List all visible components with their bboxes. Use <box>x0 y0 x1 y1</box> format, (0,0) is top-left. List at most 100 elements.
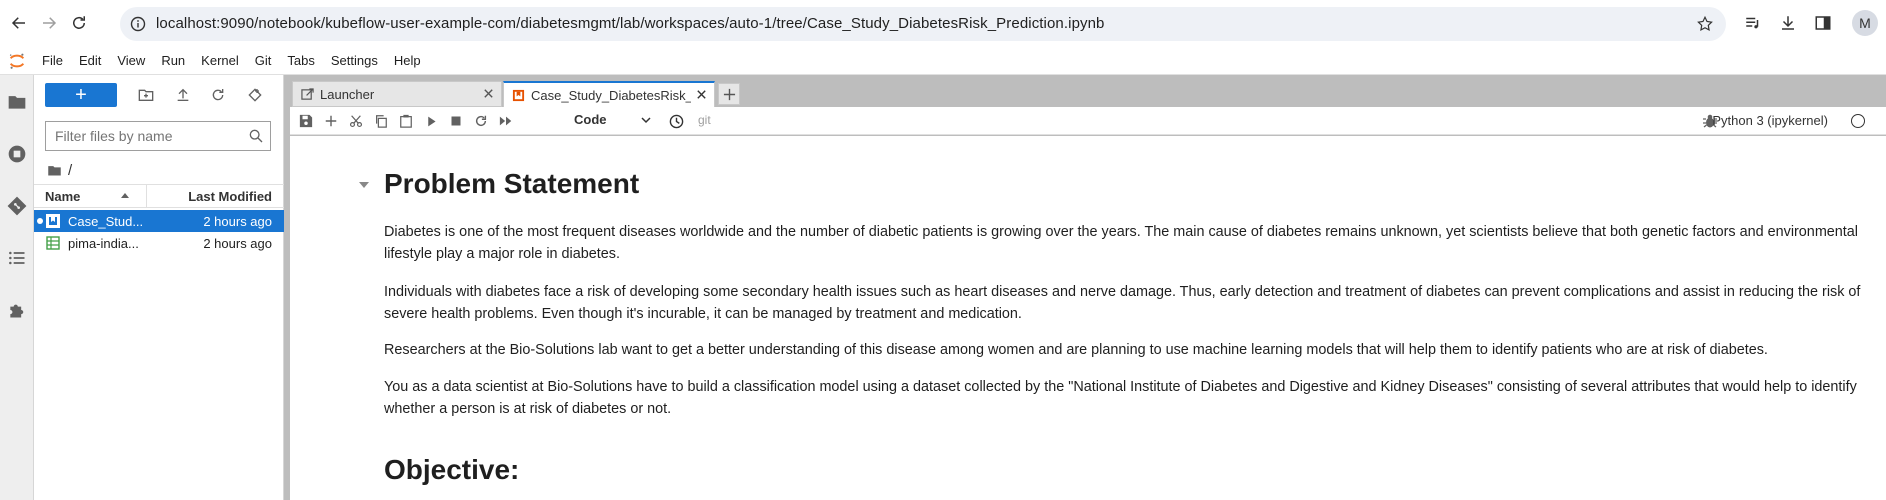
menu-edit[interactable]: Edit <box>78 53 102 68</box>
extension-manager-tab[interactable] <box>4 297 30 323</box>
menu-settings[interactable]: Settings <box>330 53 378 68</box>
arrow-left-icon <box>11 17 25 29</box>
chevron-down-icon <box>641 117 651 124</box>
profile-avatar[interactable]: M <box>1852 10 1878 36</box>
menu-run[interactable]: Run <box>161 53 186 68</box>
save-button[interactable] <box>298 113 314 129</box>
media-controls-button[interactable] <box>1742 12 1764 34</box>
copy-button[interactable] <box>373 113 389 129</box>
refresh-button[interactable] <box>209 86 227 104</box>
file-row-notebook[interactable]: Case_Stud... 2 hours ago <box>34 210 284 232</box>
menu-items: File Edit View Run Kernel Git Tabs Setti… <box>34 47 429 75</box>
save-icon <box>299 114 313 128</box>
fast-forward-icon <box>499 116 512 126</box>
side-panel-button[interactable] <box>1812 12 1834 34</box>
notebook-content: Problem Statement Diabetes is one of the… <box>290 136 1886 500</box>
git-clone-icon <box>248 88 262 102</box>
running-indicator <box>37 218 43 224</box>
new-tab-button[interactable] <box>718 83 740 105</box>
paragraph-2: Individuals with diabetes face a risk of… <box>384 284 1861 322</box>
tab-notebook[interactable]: Case_Study_DiabetesRisk_ <box>503 81 715 108</box>
back-button[interactable] <box>8 12 30 34</box>
table-of-contents-tab[interactable] <box>4 245 30 271</box>
folder-icon <box>8 96 26 109</box>
bookmark-star-icon[interactable] <box>1696 15 1714 33</box>
panel-splitter[interactable] <box>284 75 290 500</box>
clipboard-icon <box>400 114 412 128</box>
execution-time-button[interactable] <box>668 113 684 129</box>
git-clone-button[interactable] <box>246 86 264 104</box>
close-icon[interactable] <box>695 88 708 101</box>
running-sessions-tab[interactable] <box>4 141 30 167</box>
insert-cell-button[interactable] <box>323 113 339 129</box>
jupyter-menubar: File Edit View Run Kernel Git Tabs Setti… <box>0 47 1886 75</box>
restart-kernel-button[interactable] <box>473 113 489 129</box>
column-modified-header[interactable]: Last Modified <box>188 189 272 204</box>
play-icon <box>427 116 436 126</box>
file-browser-panel: + / Name Last Modified Case_Stud... 2 ho… <box>34 75 284 500</box>
paragraph-3: Researchers at the Bio-Solutions lab wan… <box>384 342 1768 358</box>
git-tab[interactable] <box>4 193 30 219</box>
browser-toolbar: localhost:9090/notebook/kubeflow-user-ex… <box>0 0 1886 47</box>
notebook-icon <box>512 89 525 102</box>
tab-label: Launcher <box>320 87 375 102</box>
plus-icon <box>325 115 337 127</box>
file-name: Case_Stud... <box>68 214 144 229</box>
file-browser-toolbar: + <box>34 83 284 107</box>
new-launcher-button[interactable]: + <box>45 83 117 107</box>
side-panel-icon <box>1815 16 1831 30</box>
menu-help[interactable]: Help <box>393 53 421 68</box>
upload-icon <box>177 88 189 101</box>
menu-git[interactable]: Git <box>254 53 272 68</box>
restart-icon <box>475 115 487 127</box>
reload-icon <box>73 16 85 29</box>
paste-button[interactable] <box>398 113 414 129</box>
menu-kernel[interactable]: Kernel <box>201 53 239 68</box>
download-icon <box>1782 16 1794 30</box>
upload-button[interactable] <box>174 86 192 104</box>
address-bar[interactable]: localhost:9090/notebook/kubeflow-user-ex… <box>120 7 1726 41</box>
folder-icon[interactable] <box>47 163 62 178</box>
plus-icon <box>723 88 735 100</box>
menu-file[interactable]: File <box>42 53 63 68</box>
restart-run-all-button[interactable] <box>498 113 514 129</box>
file-browser-tab[interactable] <box>4 89 30 115</box>
playlist-icon <box>1746 17 1759 29</box>
file-modified: 2 hours ago <box>203 214 272 229</box>
git-icon <box>7 196 27 216</box>
filter-files-input[interactable] <box>46 122 246 150</box>
forward-button[interactable] <box>38 12 60 34</box>
sort-ascending-icon <box>121 193 129 198</box>
search-icon <box>249 129 263 143</box>
interrupt-kernel-button[interactable] <box>448 113 464 129</box>
site-info-icon[interactable] <box>130 16 146 32</box>
menu-view[interactable]: View <box>117 53 146 68</box>
stop-circle-icon <box>8 145 26 163</box>
cell-type-value: Code <box>574 112 607 127</box>
collapse-heading-icon[interactable] <box>358 180 370 190</box>
debugger-bug-icon[interactable] <box>1702 113 1718 129</box>
breadcrumb-root[interactable]: / <box>68 161 73 179</box>
close-icon[interactable] <box>482 87 495 100</box>
cut-button[interactable] <box>348 113 364 129</box>
git-label[interactable]: git <box>698 113 711 127</box>
list-icon <box>9 251 25 265</box>
jupyter-logo-icon <box>9 53 25 69</box>
heading-problem-statement: Problem Statement <box>384 168 640 199</box>
column-name-header[interactable]: Name <box>45 189 81 204</box>
kernel-name[interactable]: Python 3 (ipykernel) <box>1712 113 1828 128</box>
reload-button[interactable] <box>68 12 90 34</box>
downloads-button[interactable] <box>1777 12 1799 34</box>
tab-launcher[interactable]: Launcher <box>292 81 502 107</box>
new-folder-button[interactable] <box>137 86 155 104</box>
paragraph-4: You as a data scientist at Bio-Solutions… <box>384 379 1857 417</box>
column-divider[interactable] <box>146 185 147 208</box>
stop-icon <box>451 116 461 126</box>
tab-label: Case_Study_DiabetesRisk_ <box>531 88 691 103</box>
filter-files-field[interactable] <box>45 121 271 151</box>
menu-tabs[interactable]: Tabs <box>287 53 315 68</box>
file-row-csv[interactable]: pima-india... 2 hours ago <box>34 232 284 254</box>
cell-type-dropdown[interactable]: Code <box>574 112 654 130</box>
file-list-header: Name Last Modified <box>34 184 284 208</box>
run-cell-button[interactable] <box>423 113 439 129</box>
